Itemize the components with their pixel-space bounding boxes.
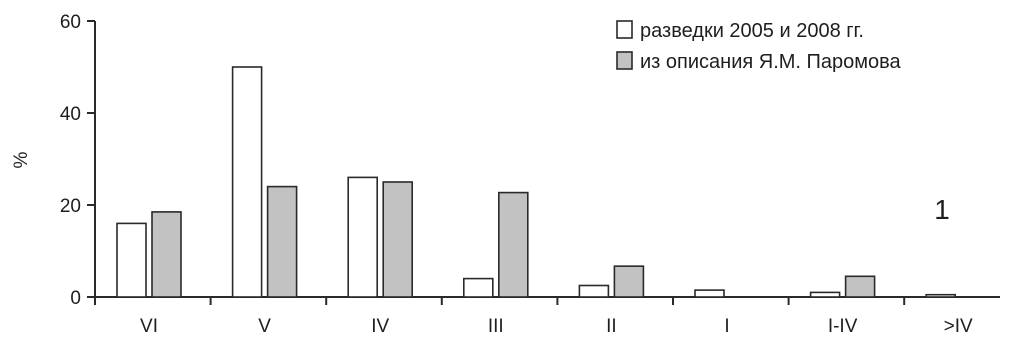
chart-annotation: 1 xyxy=(934,194,950,225)
legend: разведки 2005 и 2008 гг. из описания Я.М.… xyxy=(616,20,902,73)
x-tick-label: III xyxy=(488,316,504,337)
bar-series-1 xyxy=(347,176,379,298)
x-tick-label: I-IV xyxy=(828,316,858,337)
x-tick-label: VI xyxy=(140,316,158,337)
bar-series-2 xyxy=(151,211,182,298)
x-tick-label: IV xyxy=(371,316,389,337)
bar-series-1 xyxy=(809,291,841,298)
legend-entry: разведки 2005 и 2008 гг. xyxy=(640,20,864,42)
bar-series-2 xyxy=(266,185,298,298)
bars xyxy=(116,66,957,298)
bar-series-2 xyxy=(497,191,529,298)
bar-series-2 xyxy=(844,275,876,298)
x-tick-label: >IV xyxy=(944,316,973,337)
bar-series-1 xyxy=(694,289,725,298)
legend-swatch xyxy=(616,51,633,70)
y-tick-label: 40 xyxy=(60,104,81,125)
x-axis: VI V IV III II I I-IV >IV xyxy=(94,296,1000,337)
bar-series-2 xyxy=(613,265,645,298)
x-tick-label: I xyxy=(724,316,729,337)
x-tick-label: V xyxy=(258,316,271,337)
y-axis-label: % xyxy=(11,151,32,168)
y-axis: 0 20 40 60 xyxy=(60,12,96,309)
y-tick-label: 0 xyxy=(70,288,81,309)
legend-swatch xyxy=(616,20,633,39)
bar-series-1 xyxy=(116,222,147,298)
x-tick-label: II xyxy=(606,316,617,337)
y-tick-label: 20 xyxy=(60,196,81,217)
bar-series-1 xyxy=(231,66,263,298)
legend-entry: из описания Я.М. Паромова xyxy=(640,51,902,73)
bar-series-1 xyxy=(925,293,957,298)
bar-series-1 xyxy=(578,284,610,298)
bar-series-1 xyxy=(462,277,494,298)
bar-series-2 xyxy=(382,181,414,298)
y-tick-label: 60 xyxy=(60,12,81,33)
